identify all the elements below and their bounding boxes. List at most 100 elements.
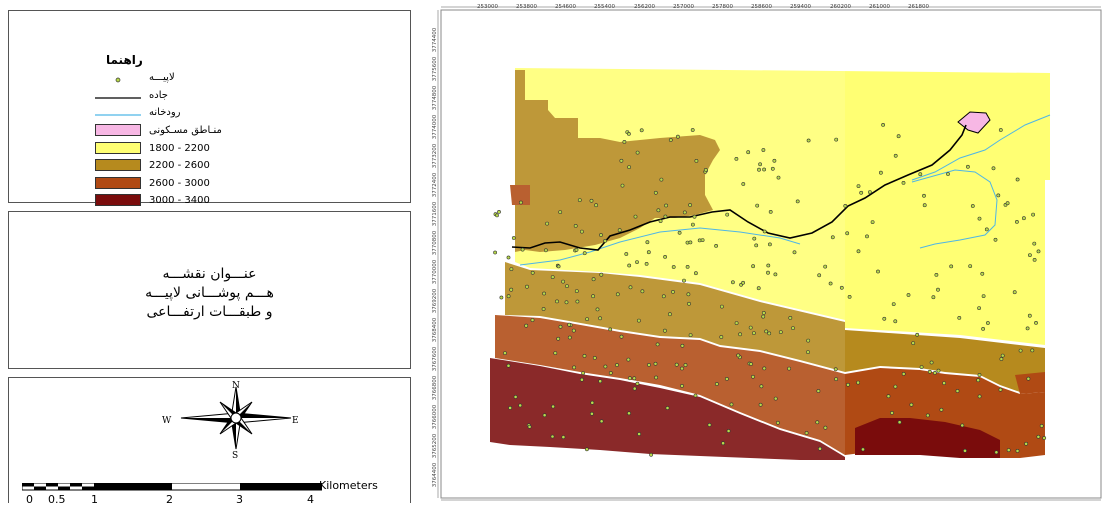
lapie-point: [868, 190, 872, 195]
lapie-point: [977, 394, 982, 399]
lapie-point: [671, 289, 675, 294]
legend-item-label: رودخانه: [149, 106, 181, 118]
lapie-point: [998, 387, 1003, 392]
lapie-point: [893, 384, 898, 389]
scale-label-4: 4: [307, 493, 314, 506]
lapie-point: [1027, 313, 1032, 318]
lapie-point: [555, 299, 559, 304]
lapie-point: [1030, 348, 1035, 353]
lapie-point: [977, 216, 982, 221]
lapie-point: [999, 357, 1004, 361]
lapie-point: [929, 360, 934, 365]
lapie-point: [816, 389, 821, 393]
lapie-point: [770, 166, 775, 171]
lapie-point: [734, 156, 739, 161]
lapie-point: [823, 264, 828, 269]
lapie-point: [828, 281, 833, 286]
lapie-point: [603, 238, 608, 243]
lapie-point: [893, 319, 898, 324]
lapie-point: [946, 172, 950, 176]
legend-item: لاپیـــه: [95, 71, 175, 83]
lapie-point: [915, 332, 920, 337]
lapie-point: [746, 150, 751, 155]
lapie-point: [823, 425, 828, 430]
top-coordinate-label: 257000: [673, 4, 694, 10]
lapie-point: [615, 292, 620, 297]
lapie-point: [960, 423, 965, 428]
legend-item-label: 3000 - 3400: [149, 194, 210, 206]
lapie-point: [668, 138, 673, 142]
lapie-point: [633, 214, 638, 219]
lapie-point: [624, 252, 629, 256]
lapie-point: [567, 335, 572, 340]
lapie-point: [963, 448, 967, 453]
lapie-point: [556, 264, 561, 269]
lapie-point: [738, 332, 743, 337]
lapie-point: [865, 234, 869, 239]
left-coordinate-label: 3764400: [432, 462, 438, 487]
lapie-point: [627, 263, 632, 268]
lapie-point: [736, 353, 741, 358]
lapie-point: [639, 128, 644, 133]
lapie-point: [977, 306, 982, 311]
lapie-point: [893, 153, 898, 158]
legend-item: 2600 - 3000: [95, 177, 210, 189]
lapie-point: [817, 273, 822, 278]
elevation-zone-2600-3000-east: [1015, 372, 1045, 394]
lapie-point: [506, 363, 511, 368]
lapie-point: [1012, 290, 1017, 295]
left-coordinate-label: 3774800: [432, 85, 438, 110]
lapie-point: [665, 406, 670, 410]
lapie-point: [692, 214, 697, 219]
lapie-point: [617, 228, 622, 233]
lapie-point: [558, 210, 563, 215]
left-coordinate-label: 3770800: [432, 230, 438, 255]
lapie-point: [553, 351, 558, 356]
lapie-point: [834, 137, 839, 142]
left-coordinate-label: 3766800: [432, 375, 438, 400]
lapie-points: [493, 123, 1047, 457]
lapie-point: [573, 223, 578, 228]
lapie-point: [752, 331, 756, 336]
lapie-point: [525, 284, 529, 289]
lapie-point: [599, 233, 603, 237]
lapie-point: [922, 203, 927, 208]
lapie-point: [734, 321, 739, 326]
lapie-point: [755, 203, 760, 208]
lapie-point: [725, 376, 729, 381]
lapie-point: [925, 413, 930, 418]
lapie-point: [551, 404, 556, 409]
lapie-point: [856, 184, 861, 189]
lapie-point: [561, 435, 566, 440]
lapie-point: [1015, 448, 1020, 453]
lapie-point: [714, 243, 719, 248]
legend-item: منـاطق مسـکونی: [95, 124, 222, 136]
lapie-point: [879, 170, 883, 175]
lapie-point: [686, 292, 691, 297]
lapie-point: [683, 363, 688, 367]
lapie-point: [574, 289, 579, 294]
lapie-point: [635, 150, 640, 155]
lapie-point: [524, 323, 529, 328]
lapie-point: [768, 209, 773, 214]
lapie-point: [846, 382, 850, 387]
legend-fill-swatch: [95, 124, 141, 136]
left-coordinate-label: 3773200: [432, 143, 438, 168]
lapie-point: [761, 148, 766, 152]
lapie-point: [984, 227, 989, 232]
legend-item: 3000 - 3400: [95, 194, 210, 206]
lapie-point: [564, 300, 569, 305]
lapie-point: [687, 301, 691, 306]
lapie-point: [1032, 257, 1037, 262]
lapie-point: [993, 237, 998, 242]
lapie-point: [1024, 441, 1029, 446]
lapie-point: [752, 236, 757, 241]
top-coordinate-labels: 253000 253800 254600 255400 256200 257000 2578…: [477, 4, 929, 10]
lapie-point: [870, 220, 875, 225]
lapie-point: [833, 367, 838, 372]
lapie-point: [856, 380, 861, 385]
lapie-point: [506, 255, 511, 260]
lapie-point: [646, 250, 651, 255]
lapie-point: [680, 366, 684, 371]
